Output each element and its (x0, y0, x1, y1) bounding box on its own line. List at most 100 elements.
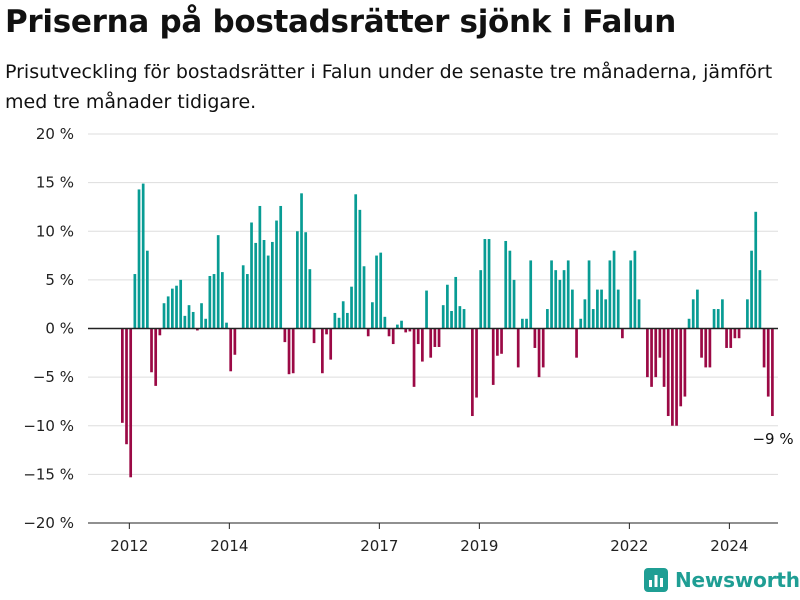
bar (421, 328, 424, 362)
bar (754, 211, 758, 329)
bar (650, 328, 653, 387)
bar (183, 315, 187, 329)
bar (616, 289, 620, 329)
bar (337, 317, 341, 329)
bar (458, 306, 462, 329)
bar (200, 303, 203, 329)
bar (158, 328, 162, 336)
bar (750, 250, 753, 329)
bar (304, 232, 308, 329)
bar (379, 252, 383, 329)
bar (566, 260, 570, 329)
x-tick-label: 2022 (610, 537, 648, 555)
bar (521, 318, 524, 329)
bar (683, 328, 687, 397)
bar (546, 309, 549, 329)
bar (737, 328, 741, 339)
bar (308, 269, 312, 329)
bar (221, 272, 224, 329)
bar (416, 328, 420, 345)
bar (758, 270, 762, 329)
bar (154, 328, 158, 386)
bar (483, 239, 487, 329)
bar (766, 328, 770, 397)
bar (329, 328, 333, 360)
bar (587, 260, 591, 329)
bar (687, 318, 691, 329)
bar (225, 322, 228, 329)
bar (708, 328, 712, 368)
bar (696, 289, 699, 329)
bar (496, 328, 499, 356)
bar (562, 270, 566, 329)
y-tick-label: −15 % (23, 465, 74, 483)
bar (429, 328, 433, 358)
newsworthy-logo-icon (644, 568, 668, 592)
bar (341, 301, 345, 329)
bar (596, 289, 599, 329)
x-tick-label: 2024 (710, 537, 748, 555)
bar (762, 328, 766, 368)
bar (325, 328, 328, 335)
bar (229, 328, 233, 372)
y-tick-label: −10 % (23, 417, 74, 435)
bar (525, 318, 528, 329)
bar (171, 288, 174, 329)
bar (558, 279, 562, 329)
bar (537, 328, 541, 378)
bar (554, 270, 558, 329)
bar (637, 299, 641, 329)
bar (604, 299, 608, 329)
bar (512, 279, 516, 329)
y-tick-label: 10 % (36, 222, 74, 240)
brand-logo: Newsworthy (644, 568, 800, 592)
bar (533, 328, 537, 348)
bar (141, 183, 145, 329)
bar (371, 302, 374, 329)
bar (500, 328, 503, 354)
bar (333, 312, 337, 329)
bar (646, 328, 649, 378)
bar (529, 260, 533, 329)
y-tick-label: 5 % (45, 271, 74, 289)
bar (441, 305, 445, 329)
bar (279, 205, 283, 329)
bar (658, 328, 662, 358)
brand-name: Newsworthy (675, 568, 800, 592)
bar (196, 328, 199, 331)
axes: 20 % 15 % 10 % 5 % 0 % −5 % −10 % −15 % −20 % 201… (23, 125, 793, 555)
y-tick-label: 0 % (45, 320, 74, 338)
bar (283, 328, 287, 343)
bar (275, 220, 278, 329)
bar (454, 276, 458, 329)
bar (541, 328, 545, 368)
bar (366, 328, 370, 337)
bar (704, 328, 708, 368)
bar (321, 328, 324, 374)
bar (246, 274, 249, 329)
last-value-annotation: −9 % (752, 430, 793, 448)
bar (516, 328, 520, 368)
bar (612, 250, 616, 329)
bar (150, 328, 153, 373)
bar (300, 193, 303, 329)
bar (446, 284, 449, 329)
bar (212, 274, 216, 329)
bar (491, 328, 495, 385)
bar (208, 275, 212, 329)
bar (412, 328, 416, 387)
bar (487, 239, 491, 329)
bar (408, 328, 412, 332)
bar (475, 328, 478, 398)
bar (241, 265, 245, 329)
bar (166, 296, 170, 329)
bar (471, 328, 474, 417)
bar (204, 318, 208, 329)
bar (187, 305, 191, 329)
bar (550, 260, 553, 329)
bar (404, 328, 408, 333)
bar (679, 328, 683, 407)
bar (508, 250, 512, 329)
bar (504, 240, 508, 329)
